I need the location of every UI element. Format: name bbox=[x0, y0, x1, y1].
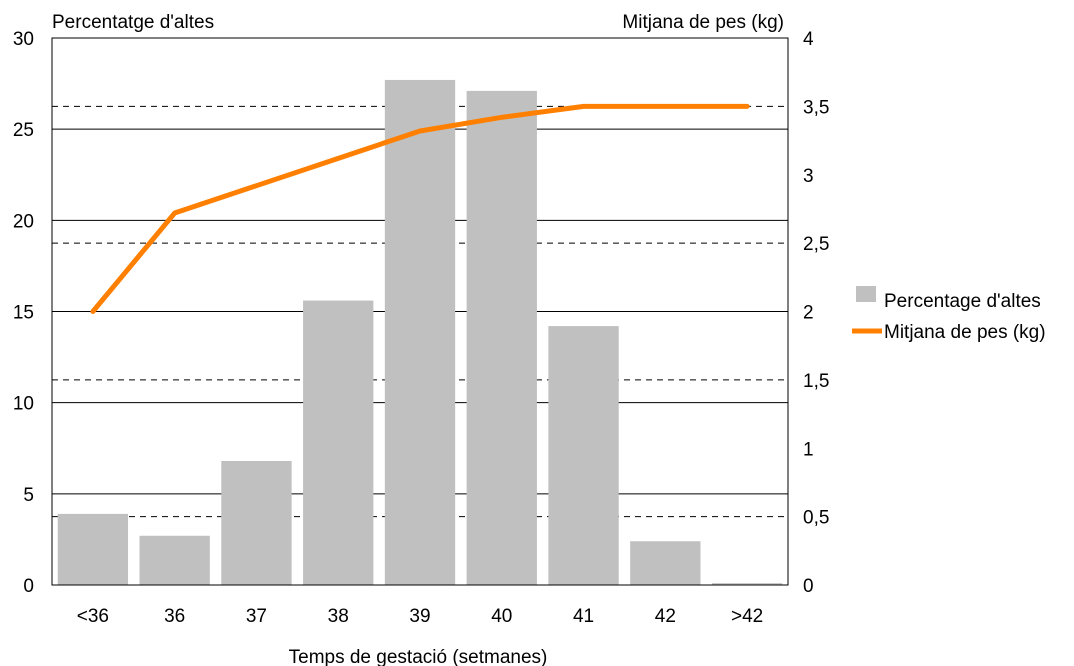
x-tick-label: 36 bbox=[164, 606, 185, 627]
x-tick-label: <36 bbox=[77, 606, 109, 627]
bar bbox=[303, 300, 374, 585]
bar bbox=[57, 513, 129, 585]
right-tick-label: 4 bbox=[803, 29, 814, 50]
bar bbox=[548, 326, 619, 585]
x-tick-label: 41 bbox=[573, 606, 594, 627]
left-tick-label: 15 bbox=[13, 303, 34, 324]
bar bbox=[384, 79, 456, 585]
legend-line-label: Mitjana de pes (kg) bbox=[884, 322, 1046, 343]
x-tick-label: 42 bbox=[655, 606, 676, 627]
left-tick-label: 20 bbox=[13, 211, 34, 232]
right-tick-label: 3,5 bbox=[803, 97, 829, 118]
right-tick-label: 0,5 bbox=[803, 508, 829, 529]
left-axis-ticks: 0 5 10 15 20 25 30 bbox=[13, 29, 34, 597]
x-tick-label: 40 bbox=[491, 606, 512, 627]
left-tick-label: 5 bbox=[23, 485, 34, 506]
x-tick-label: 38 bbox=[328, 606, 349, 627]
line-path bbox=[90, 103, 750, 314]
right-tick-label: 0 bbox=[803, 576, 814, 597]
legend-bar-label: Percentage d'altes bbox=[884, 291, 1041, 312]
right-axis-ticks: 0 0,5 1 1,5 2 2,5 3 3,5 4 bbox=[803, 29, 829, 597]
bars bbox=[57, 79, 783, 586]
left-tick-label: 30 bbox=[13, 29, 34, 50]
bar bbox=[221, 461, 292, 585]
right-axis-label: Mitjana de pes (kg) bbox=[622, 12, 784, 33]
x-axis-ticks: <36 36 37 38 39 40 41 42 >42 bbox=[77, 606, 763, 627]
right-tick-label: 1,5 bbox=[803, 371, 829, 392]
left-tick-label: 10 bbox=[13, 394, 34, 415]
x-axis-label: Temps de gestació (setmanes) bbox=[289, 647, 548, 666]
left-tick-label: 25 bbox=[13, 120, 34, 141]
right-tick-label: 3 bbox=[803, 166, 814, 187]
x-tick-label: >42 bbox=[731, 606, 763, 627]
x-tick-label: 37 bbox=[246, 606, 267, 627]
right-tick-label: 2 bbox=[803, 303, 814, 324]
left-axis-label: Percentatge d'altes bbox=[52, 12, 214, 33]
left-tick-label: 0 bbox=[23, 576, 34, 597]
plot-frame bbox=[51, 37, 789, 586]
legend: Percentage d'altes Mitjana de pes (kg) bbox=[852, 286, 1046, 343]
bar bbox=[711, 583, 783, 585]
line-series bbox=[90, 103, 750, 314]
legend-bar-swatch bbox=[856, 286, 876, 302]
bar bbox=[466, 90, 537, 586]
right-tick-label: 1 bbox=[803, 439, 814, 460]
x-tick-label: 39 bbox=[409, 606, 430, 627]
right-tick-label: 2,5 bbox=[803, 234, 829, 255]
bar bbox=[139, 535, 210, 585]
bar bbox=[630, 541, 701, 585]
